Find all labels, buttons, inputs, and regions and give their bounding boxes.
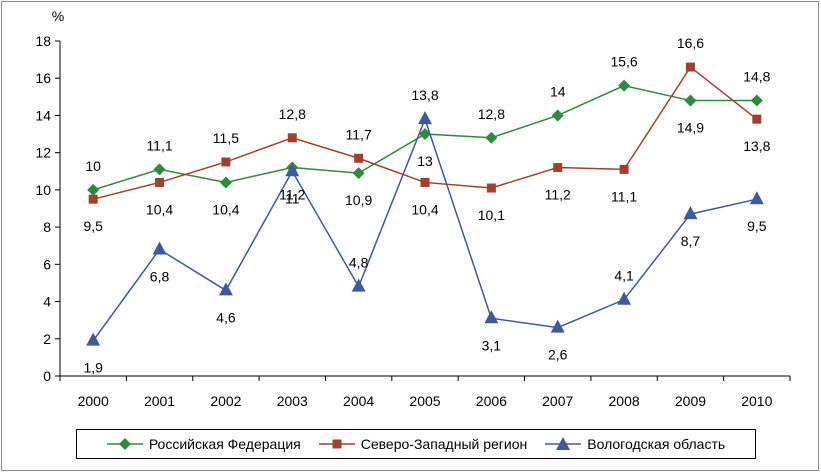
data-point-series-2 xyxy=(221,157,231,167)
y-tick-label: 14 xyxy=(35,107,51,123)
data-label-series-3: 9,5 xyxy=(747,218,767,234)
data-label-series-2: 12,8 xyxy=(279,106,306,122)
x-tick-label: 2002 xyxy=(210,393,241,409)
data-point-series-3 xyxy=(683,206,698,220)
data-point-series-1 xyxy=(750,94,763,107)
data-label-series-1: 10,9 xyxy=(345,192,372,208)
y-tick-label: 16 xyxy=(35,70,51,86)
data-label-series-2: 13,8 xyxy=(743,138,770,154)
x-tick-label: 2009 xyxy=(675,393,706,409)
data-point-series-2 xyxy=(486,183,496,193)
x-tick-label: 2001 xyxy=(144,393,175,409)
data-point-series-1 xyxy=(352,167,365,180)
y-tick-label: 2 xyxy=(43,331,51,347)
legend-swatch-triangle-icon xyxy=(545,437,582,450)
data-point-series-2 xyxy=(354,153,364,163)
y-axis-unit-label: % xyxy=(52,8,64,24)
data-label-series-2: 10,4 xyxy=(411,201,438,217)
data-point-series-3 xyxy=(285,163,300,177)
data-label-series-3: 3,1 xyxy=(482,337,502,353)
legend-label: Вологодская область xyxy=(587,436,726,452)
data-point-series-3 xyxy=(749,191,764,205)
data-label-series-3: 11 xyxy=(285,190,300,206)
x-tick-label: 2010 xyxy=(741,393,772,409)
data-label-series-3: 4,6 xyxy=(216,309,236,325)
x-tick-label: 2006 xyxy=(476,393,507,409)
x-tick-label: 2005 xyxy=(409,393,440,409)
data-label-series-2: 11,7 xyxy=(346,126,372,142)
data-point-series-1 xyxy=(419,128,431,141)
data-label-series-1: 11,1 xyxy=(146,137,172,153)
data-label-series-3: 1,9 xyxy=(83,360,103,376)
data-label-series-2: 11,1 xyxy=(611,188,637,204)
data-label-series-1: 14,8 xyxy=(743,69,770,85)
data-point-series-3 xyxy=(484,310,499,324)
data-point-series-3 xyxy=(617,291,632,305)
legend-label: Северо-Западный регион xyxy=(360,436,528,452)
data-point-series-2 xyxy=(420,177,430,187)
data-label-series-1: 10 xyxy=(85,158,101,174)
x-tick-label: 2003 xyxy=(277,393,308,409)
data-label-series-1: 14 xyxy=(550,83,566,99)
y-tick-label: 6 xyxy=(43,256,51,272)
data-label-series-3: 4,8 xyxy=(349,255,369,271)
data-point-series-1 xyxy=(551,109,564,122)
legend-entry-1: Российская Федерация xyxy=(106,436,301,452)
data-label-series-1: 13 xyxy=(417,153,433,169)
data-point-series-3 xyxy=(152,241,167,255)
data-point-series-1 xyxy=(684,94,697,107)
data-point-series-2 xyxy=(685,62,695,72)
legend-entry-2: Северо-Западный регион xyxy=(318,436,528,452)
data-label-series-1: 11,2 xyxy=(279,187,305,203)
data-label-series-2: 11,2 xyxy=(545,187,571,203)
data-label-series-1: 10,4 xyxy=(212,201,239,217)
data-label-series-3: 2,6 xyxy=(548,347,568,363)
data-point-series-3 xyxy=(418,111,432,125)
data-label-series-3: 8,7 xyxy=(681,233,701,249)
data-point-series-3 xyxy=(86,332,101,346)
x-tick-label: 2007 xyxy=(542,393,573,409)
x-tick-label: 2004 xyxy=(343,393,374,409)
data-point-series-1 xyxy=(87,183,100,196)
data-label-series-3: 4,1 xyxy=(614,268,634,284)
data-point-series-3 xyxy=(351,278,366,292)
legend-swatch-square-icon xyxy=(318,439,355,449)
data-point-series-2 xyxy=(619,164,629,174)
legend-swatch-diamond-icon xyxy=(106,438,143,450)
data-point-series-1 xyxy=(618,79,631,92)
legend-label: Российская Федерация xyxy=(148,436,301,452)
data-label-series-1: 14,9 xyxy=(677,120,704,136)
data-point-series-2 xyxy=(553,163,563,173)
x-tick-label: 2008 xyxy=(609,393,640,409)
data-point-series-2 xyxy=(88,194,98,204)
data-label-series-2: 11,5 xyxy=(213,130,239,146)
y-tick-label: 4 xyxy=(43,294,51,310)
data-point-series-3 xyxy=(218,282,233,296)
data-label-series-3: 13,8 xyxy=(411,87,438,103)
legend-entry-3: Вологодская область xyxy=(545,436,725,452)
data-label-series-2: 10,4 xyxy=(146,201,173,217)
data-point-series-2 xyxy=(287,133,297,143)
data-point-series-2 xyxy=(155,177,165,187)
data-point-series-3 xyxy=(550,319,565,333)
data-label-series-3: 6,8 xyxy=(150,268,170,284)
y-tick-label: 10 xyxy=(35,182,51,198)
data-label-series-1: 12,8 xyxy=(478,106,505,122)
data-label-series-1: 15,6 xyxy=(610,54,637,70)
data-label-series-2: 9,5 xyxy=(83,218,103,234)
legend: Российская Федерация Северо-Западный реги… xyxy=(76,429,756,459)
data-point-series-1 xyxy=(219,176,232,189)
data-label-series-2: 16,6 xyxy=(677,35,704,51)
y-tick-label: 0 xyxy=(43,368,51,384)
x-tick-label: 2000 xyxy=(78,393,109,409)
data-label-series-2: 10,1 xyxy=(478,207,505,223)
data-point-series-1 xyxy=(485,131,498,144)
y-tick-label: 12 xyxy=(35,145,51,161)
y-tick-label: 18 xyxy=(35,33,51,49)
y-tick-label: 8 xyxy=(43,219,51,235)
data-point-series-2 xyxy=(752,114,762,124)
data-point-series-1 xyxy=(153,163,166,176)
